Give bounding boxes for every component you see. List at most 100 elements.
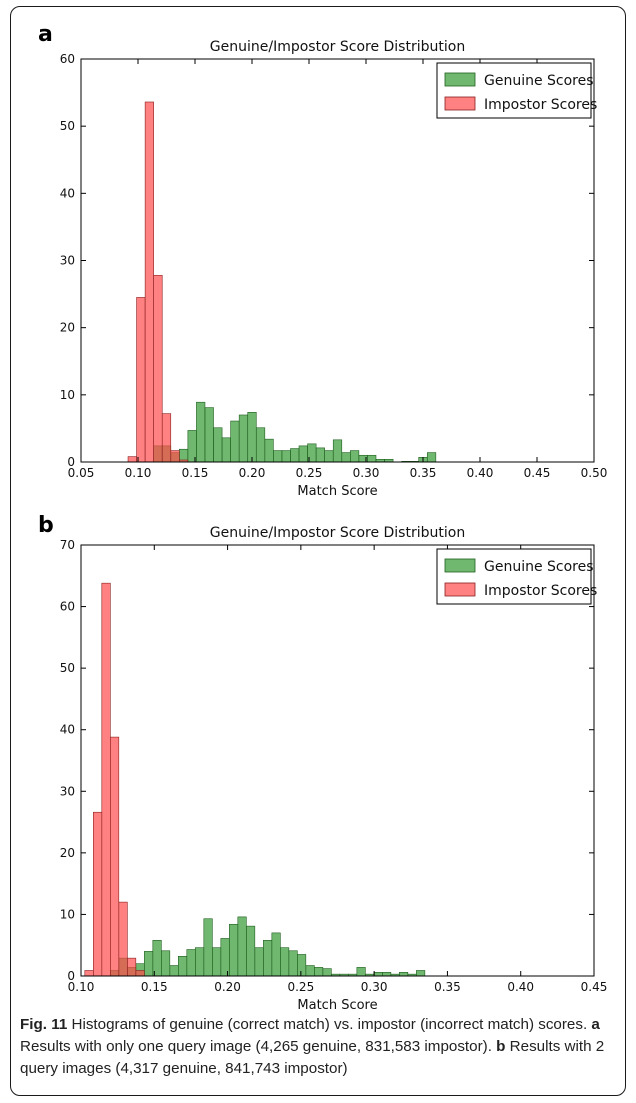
genuine-bar (297, 954, 307, 977)
genuine-bar (221, 437, 231, 463)
legend-swatch-genuine (444, 72, 476, 87)
y-tick-label: 0 (67, 455, 75, 469)
y-tick-label: 30 (60, 254, 75, 268)
x-tick-label: 0.25 (296, 466, 323, 480)
genuine-bar (246, 925, 256, 977)
genuine-bar (324, 450, 334, 463)
impostor-bar (110, 736, 120, 977)
legend-swatch-impostor (444, 582, 476, 597)
impostor-bar (118, 901, 128, 977)
x-tick-label: 0.45 (524, 466, 551, 480)
genuine-bar (229, 923, 239, 977)
x-tick-label: 0.10 (125, 466, 152, 480)
caption-text-a: Results with only one query image (4,265… (20, 1038, 497, 1055)
genuine-bar (373, 972, 383, 977)
y-tick-label: 20 (60, 321, 75, 335)
legend-label-impostor: Impostor Scores (484, 583, 597, 599)
legend-label-impostor: Impostor Scores (484, 97, 597, 113)
genuine-bar (144, 951, 154, 977)
impostor-bar (135, 970, 145, 977)
genuine-bar (280, 947, 290, 977)
genuine-bar (350, 450, 360, 463)
genuine-bar (332, 439, 343, 463)
impostor-bar (93, 811, 103, 977)
y-tick-label: 50 (60, 661, 75, 675)
y-tick-label: 40 (60, 723, 75, 737)
genuine-bar (399, 972, 409, 977)
impostor-bar (101, 582, 111, 977)
impostor-bar (144, 101, 154, 463)
chart-title: Genuine/Impostor Score Distribution (210, 525, 465, 541)
genuine-bar (195, 947, 205, 977)
genuine-bar (314, 967, 324, 977)
genuine-bar (230, 420, 240, 463)
impostor-bar (84, 970, 94, 977)
impostor-bar (127, 957, 137, 977)
legend-swatch-impostor (444, 96, 476, 111)
impostor-bar (136, 297, 146, 463)
genuine-bar (298, 445, 308, 463)
x-tick-label: 0.15 (182, 466, 209, 480)
genuine-bar (178, 955, 188, 977)
chart-title: Genuine/Impostor Score Distribution (210, 39, 465, 55)
x-tick-label: 0.30 (353, 466, 380, 480)
figure-caption: Fig. 11 Histograms of genuine (correct m… (20, 1014, 616, 1080)
plot-area (81, 545, 594, 976)
panel-label: a (38, 22, 53, 47)
legend-label-genuine: Genuine Scores (484, 559, 594, 575)
caption-fig-label: Fig. 11 (20, 1016, 68, 1033)
genuine-bar (382, 972, 392, 977)
genuine-bar (426, 452, 437, 463)
chart-panel-a: a Genuine/Impostor Score Distribution 0.05… (38, 22, 608, 499)
impostor-bar (161, 413, 172, 463)
x-tick-label: 0.20 (214, 980, 241, 994)
caption-label-b: b (496, 1038, 506, 1055)
x-tick-label: 0.40 (507, 980, 534, 994)
caption-text-intro: Histograms of genuine (correct match) vs… (67, 1016, 592, 1033)
plot-frame (80, 544, 595, 977)
genuine-bar (273, 450, 283, 463)
y-tick-label: 70 (60, 538, 75, 552)
genuine-bar (322, 968, 332, 977)
legend-swatch-genuine (444, 558, 476, 573)
y-tick-label: 40 (60, 186, 75, 200)
genuine-bar (315, 447, 325, 463)
plot-area (81, 59, 594, 462)
x-tick-label: 0.30 (361, 980, 388, 994)
x-tick-label: 0.20 (239, 466, 266, 480)
y-tick-label: 0 (67, 969, 75, 983)
genuine-bar (238, 414, 249, 463)
x-tick-label: 0.40 (467, 466, 494, 480)
genuine-bar (204, 407, 214, 463)
genuine-bar (255, 427, 266, 463)
genuine-bar (356, 967, 366, 977)
genuine-bar (196, 401, 206, 463)
genuine-bar (161, 950, 171, 977)
genuine-bar (416, 970, 426, 977)
y-tick-label: 10 (60, 388, 75, 402)
x-tick-label: 0.50 (581, 466, 608, 480)
genuine-bar (186, 949, 196, 977)
genuine-bar (290, 448, 300, 463)
y-tick-label: 30 (60, 784, 75, 798)
y-tick-label: 10 (60, 907, 75, 921)
impostor-bar (170, 450, 180, 463)
x-tick-label: 0.35 (434, 980, 461, 994)
genuine-bar (271, 932, 281, 977)
y-tick-label: 20 (60, 846, 75, 860)
genuine-bar (341, 452, 351, 463)
x-axis-label: Match Score (297, 998, 377, 1013)
genuine-bar (367, 454, 377, 463)
y-tick-label: 50 (60, 119, 75, 133)
legend-label-genuine: Genuine Scores (484, 73, 594, 89)
panel-label: b (38, 513, 54, 538)
genuine-bar (213, 427, 223, 463)
genuine-bar (288, 950, 298, 977)
genuine-bar (264, 438, 274, 463)
impostor-bar (153, 274, 163, 463)
genuine-bar (254, 947, 264, 977)
genuine-bar (212, 947, 222, 977)
genuine-bar (305, 965, 315, 977)
y-tick-label: 60 (60, 600, 75, 614)
x-tick-label: 0.35 (410, 466, 437, 480)
